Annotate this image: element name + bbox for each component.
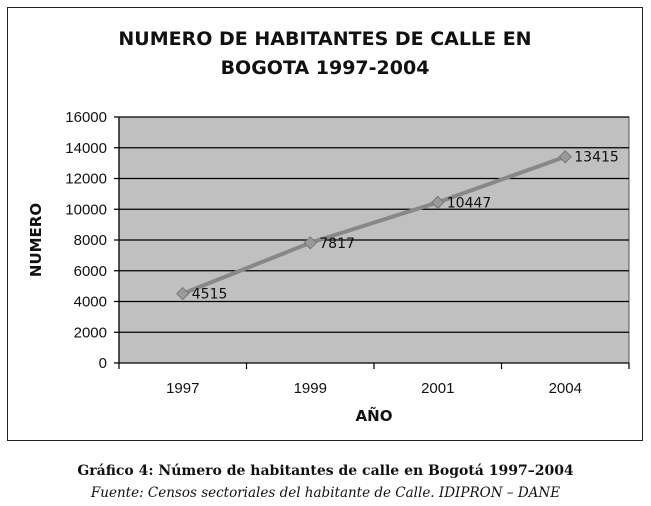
x-tick-label: 1999 — [294, 380, 327, 397]
x-tick-label: 2001 — [421, 380, 454, 397]
y-tick-label: 8000 — [74, 232, 107, 249]
y-tick-label: 4000 — [74, 294, 107, 311]
y-tick-label: 10000 — [65, 201, 107, 218]
data-label: 13415 — [574, 150, 619, 166]
y-tick-label: 6000 — [74, 263, 107, 280]
x-axis-title: AÑO — [356, 406, 393, 425]
figure-caption: Gráfico 4: Número de habitantes de calle… — [77, 463, 574, 479]
y-tick-label: 2000 — [74, 324, 107, 341]
data-label: 4515 — [192, 287, 228, 303]
y-tick-label: 14000 — [65, 140, 107, 157]
y-tick-label: 16000 — [65, 109, 107, 126]
chart-title-line: BOGOTA 1997-2004 — [221, 57, 430, 79]
data-point-marker — [558, 150, 572, 164]
y-tick-label: 0 — [99, 355, 107, 372]
chart-title-line: NUMERO DE HABITANTES DE CALLE EN — [118, 28, 531, 50]
y-tick-label: 12000 — [65, 171, 107, 188]
y-axis-title: NUMERO — [27, 203, 45, 277]
figure-source: Fuente: Censos sectoriales del habitante… — [90, 485, 561, 501]
x-tick-label: 1997 — [166, 380, 199, 397]
series-line — [182, 154, 566, 296]
data-point-marker — [303, 236, 317, 250]
data-point-marker — [176, 286, 190, 301]
data-label: 10447 — [447, 195, 492, 211]
data-point-marker — [431, 195, 445, 210]
data-label: 7817 — [319, 236, 355, 252]
x-tick-label: 2004 — [549, 380, 582, 397]
